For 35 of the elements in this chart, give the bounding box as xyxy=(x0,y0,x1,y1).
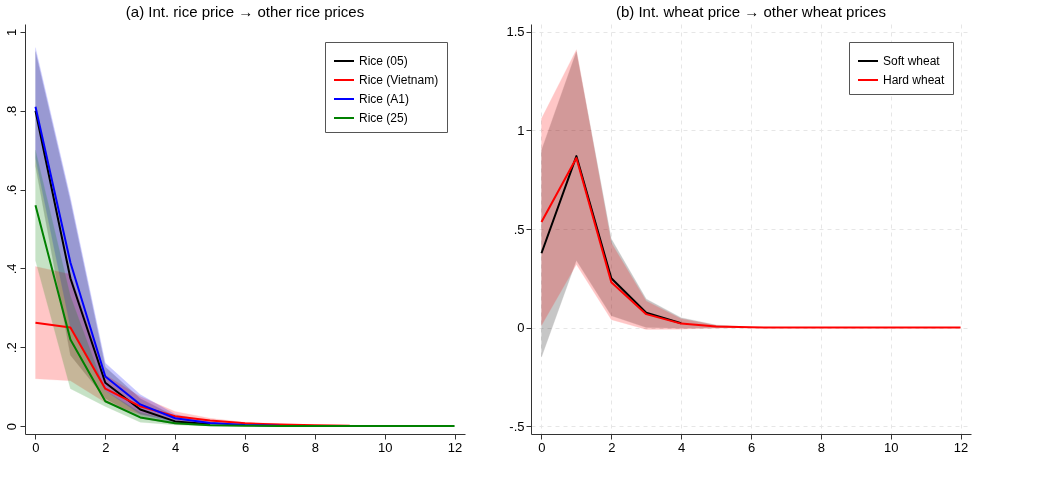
legend-label: Rice (25) xyxy=(359,111,408,125)
x-tick-label: 10 xyxy=(883,439,899,455)
x-tick-label: 8 xyxy=(311,439,319,455)
y-tick-label: .6 xyxy=(3,184,19,196)
y-tick-label: .8 xyxy=(3,105,19,117)
x-tick-label: 0 xyxy=(538,439,546,455)
x-tick-label: 0 xyxy=(32,439,40,455)
chart-title: (a) Int. rice price → other rice prices xyxy=(125,3,365,20)
y-tick-label: -.5 xyxy=(509,418,525,434)
x-tick-label: 12 xyxy=(447,439,463,455)
line-series xyxy=(540,157,962,329)
y-tick-label: 0 xyxy=(517,320,525,336)
x-tick-label: 4 xyxy=(172,439,180,455)
y-tick-label: .4 xyxy=(3,263,19,275)
x-tick-label: 8 xyxy=(817,439,825,455)
x-tick-label: 2 xyxy=(102,439,110,455)
legend-label: Rice (05) xyxy=(359,54,408,68)
x-tick-label: 6 xyxy=(747,439,756,455)
legend-label: Soft wheat xyxy=(883,54,941,68)
x-tick-label: 10 xyxy=(377,439,393,455)
y-tick-label: 1 xyxy=(3,28,19,36)
x-tick-label: 4 xyxy=(678,439,686,455)
y-tick-label: 1.5 xyxy=(506,24,525,40)
x-tick-label: 6 xyxy=(241,439,250,455)
legend-label: Rice (A1) xyxy=(359,92,410,106)
y-tick-label: .5 xyxy=(513,221,525,237)
y-tick-label: 0 xyxy=(3,423,19,431)
y-tick-label: 1 xyxy=(517,122,525,138)
x-tick-label: 12 xyxy=(953,439,969,455)
legend-label: Rice (Vietnam) xyxy=(359,73,439,87)
x-tick-label: 2 xyxy=(608,439,616,455)
line-series xyxy=(34,204,456,428)
legend-label: Hard wheat xyxy=(883,73,946,87)
chart-title: (b) Int. wheat price → other wheat prices xyxy=(615,3,887,20)
y-tick-label: .2 xyxy=(3,342,19,354)
